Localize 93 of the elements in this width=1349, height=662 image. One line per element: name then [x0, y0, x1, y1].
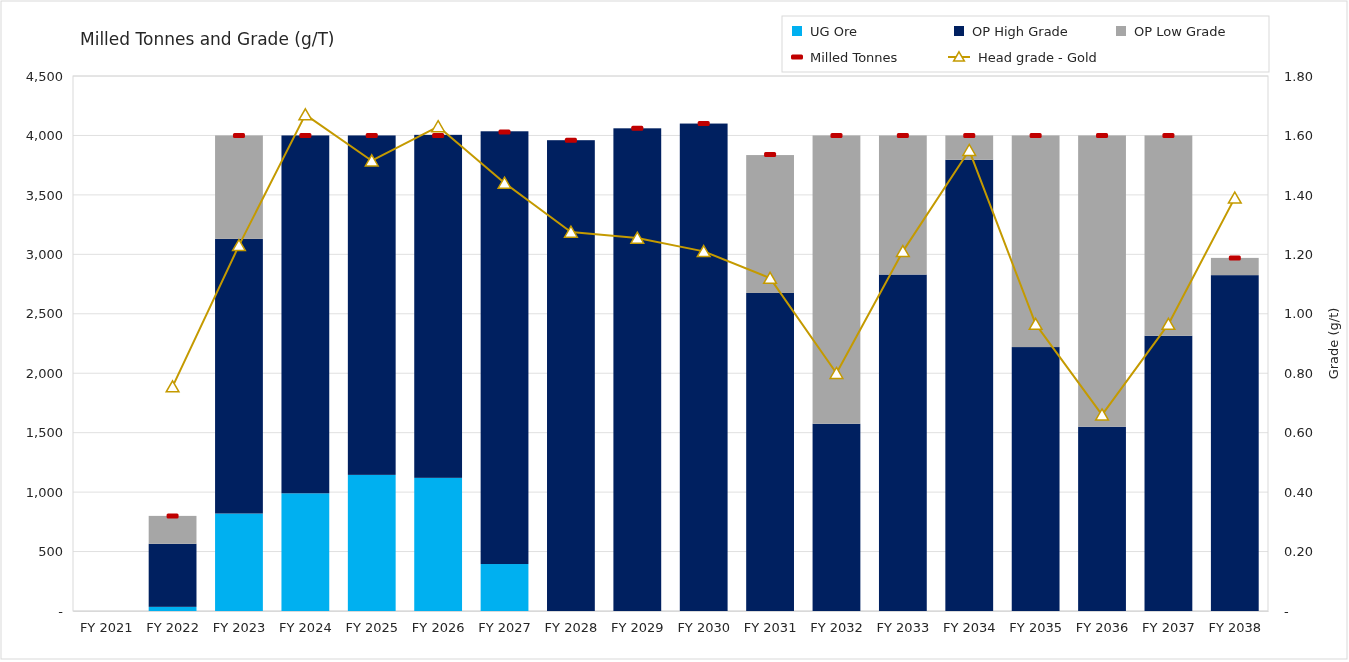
bar: [281, 135, 330, 494]
y-tick-label: 3,500: [25, 187, 63, 203]
bar: [215, 135, 263, 239]
bar: [547, 140, 595, 611]
bar: [148, 515, 197, 544]
legend-label: UG Ore: [810, 23, 858, 39]
x-tick-label: FY 2031: [743, 620, 797, 636]
bar: [679, 123, 728, 611]
point: [762, 271, 778, 285]
bar: [215, 238, 263, 514]
point: [298, 108, 313, 121]
legend-label: OP Low Grade: [1134, 23, 1226, 39]
x-tick-label: FY 2024: [279, 620, 332, 636]
bar: [613, 128, 662, 611]
y2-tick-label: -: [1284, 603, 1289, 619]
bar: [878, 135, 927, 275]
x-tick-label: FY 2023: [212, 620, 266, 636]
point: [165, 380, 180, 393]
legend-label: OP High Grade: [972, 23, 1068, 39]
bar: [1078, 426, 1126, 611]
bar: [746, 292, 794, 611]
bar: [1078, 135, 1126, 427]
y2-tick-label: 0.80: [1284, 365, 1313, 381]
bar: [281, 493, 330, 611]
y2-tick-label: 1.00: [1284, 306, 1313, 322]
x-tick-label: FY 2022: [146, 620, 199, 636]
bar: [480, 564, 529, 611]
x-tick-label: FY 2033: [876, 620, 930, 636]
y-tick-label: 1,500: [25, 425, 63, 441]
y-tick-label: 3,000: [25, 246, 63, 262]
x-tick-label: FY 2025: [345, 620, 399, 636]
y-tick-label: 500: [38, 544, 63, 560]
y-tick-label: 1,000: [25, 484, 63, 500]
bar: [812, 423, 861, 611]
x-tick-label: FY 2028: [544, 620, 598, 636]
legend-label: Head grade - Gold: [978, 49, 1097, 65]
y2-tick-label: 1.80: [1284, 68, 1313, 84]
y2-tick-label: 1.40: [1284, 187, 1313, 203]
y2-tick-label: 0.40: [1284, 484, 1313, 500]
bar: [1210, 275, 1259, 611]
bar: [878, 274, 927, 611]
point: [1028, 317, 1043, 331]
y2-tick-label: 1.60: [1284, 128, 1313, 144]
x-tick-label: FY 2032: [810, 620, 863, 636]
point: [497, 176, 512, 189]
bar: [1144, 135, 1193, 336]
bar: [1210, 257, 1259, 276]
bar: [347, 474, 396, 611]
y2-tick-label: 1.20: [1284, 246, 1313, 262]
x-tick-label: FY 2036: [1075, 620, 1129, 636]
bar: [1144, 335, 1193, 611]
point: [829, 366, 844, 380]
y-tick-label: -: [58, 603, 64, 619]
x-tick-label: FY 2034: [942, 620, 996, 636]
point: [563, 225, 579, 238]
bar: [746, 155, 794, 293]
bar: [1011, 135, 1060, 348]
point: [630, 231, 645, 244]
y-tick-label: 2,000: [25, 365, 63, 381]
bar: [148, 606, 197, 611]
point: [364, 154, 379, 167]
x-tick-label: FY 2035: [1009, 620, 1062, 636]
chart-title: Milled Tonnes and Grade (g/T): [80, 29, 335, 49]
x-tick-label: FY 2030: [677, 620, 731, 636]
legend-label: Milled Tonnes: [810, 49, 898, 65]
bar: [215, 513, 263, 611]
bar: [480, 131, 529, 565]
y-tick-label: 4,000: [25, 128, 63, 144]
bar: [414, 134, 463, 478]
y-tick-label: 4,500: [25, 68, 63, 84]
x-tick-label: FY 2038: [1208, 620, 1262, 636]
point: [895, 244, 910, 258]
x-tick-label: FY 2027: [478, 620, 531, 636]
x-tick-label: FY 2037: [1142, 620, 1195, 636]
point: [1161, 317, 1176, 331]
bar: [812, 135, 861, 424]
x-tick-label: FY 2029: [610, 620, 664, 636]
point: [431, 119, 446, 133]
y2-tick-label: 0.20: [1284, 544, 1313, 560]
y2-axis-title: Grade (g/t): [1326, 307, 1341, 380]
x-tick-label: FY 2026: [411, 620, 465, 636]
bar: [148, 543, 197, 607]
y2-tick-label: 0.60: [1284, 425, 1313, 441]
bar: [945, 159, 994, 611]
bar: [347, 135, 396, 475]
x-tick-label: FY 2021: [79, 620, 133, 636]
bar: [414, 477, 463, 611]
point: [696, 244, 711, 258]
point: [231, 238, 247, 252]
y-tick-label: 2,500: [25, 306, 63, 322]
point: [1094, 408, 1110, 421]
bar: [1011, 347, 1060, 611]
point: [1227, 191, 1242, 204]
